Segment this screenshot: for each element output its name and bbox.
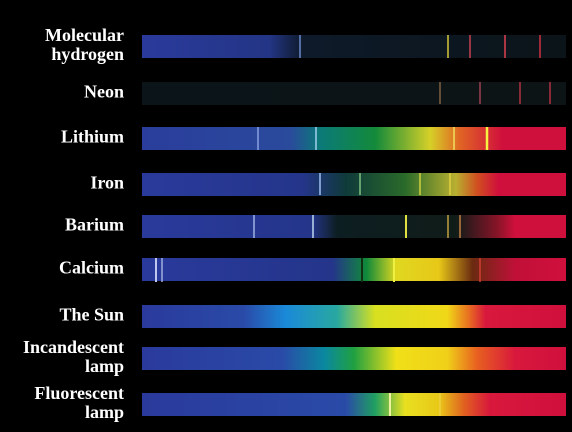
spectrum-label: Molecular (45, 25, 124, 45)
spectrum-label: Calcium (59, 258, 124, 278)
spectrum-bar (142, 127, 566, 150)
spectrum-bar (142, 393, 566, 416)
spectrum-label: Incandescent (23, 337, 124, 357)
spectra-figure: Molecularhydrogen Neon Lithium Iron Barium Ca… (0, 0, 572, 432)
spectrum-bar (142, 215, 566, 238)
spectrum-label: Neon (84, 82, 124, 102)
spectrum-bar (142, 258, 566, 281)
spectrum-label: Barium (65, 215, 124, 235)
spectrum-label: The Sun (59, 305, 124, 325)
spectra-bars (142, 35, 566, 416)
spectrum-bar (142, 82, 566, 105)
spectrum-label: lamp (85, 356, 124, 376)
spectrum-bar (142, 305, 566, 328)
spectrum-label: hydrogen (51, 44, 124, 64)
spectrum-bar (142, 347, 566, 370)
spectrum-label: Fluorescent (34, 383, 124, 403)
spectrum-label: Lithium (61, 127, 124, 147)
spectrum-bar (142, 173, 566, 196)
spectrum-label: Iron (90, 173, 124, 193)
spectrum-bar (142, 35, 566, 58)
spectrum-label: lamp (85, 402, 124, 422)
